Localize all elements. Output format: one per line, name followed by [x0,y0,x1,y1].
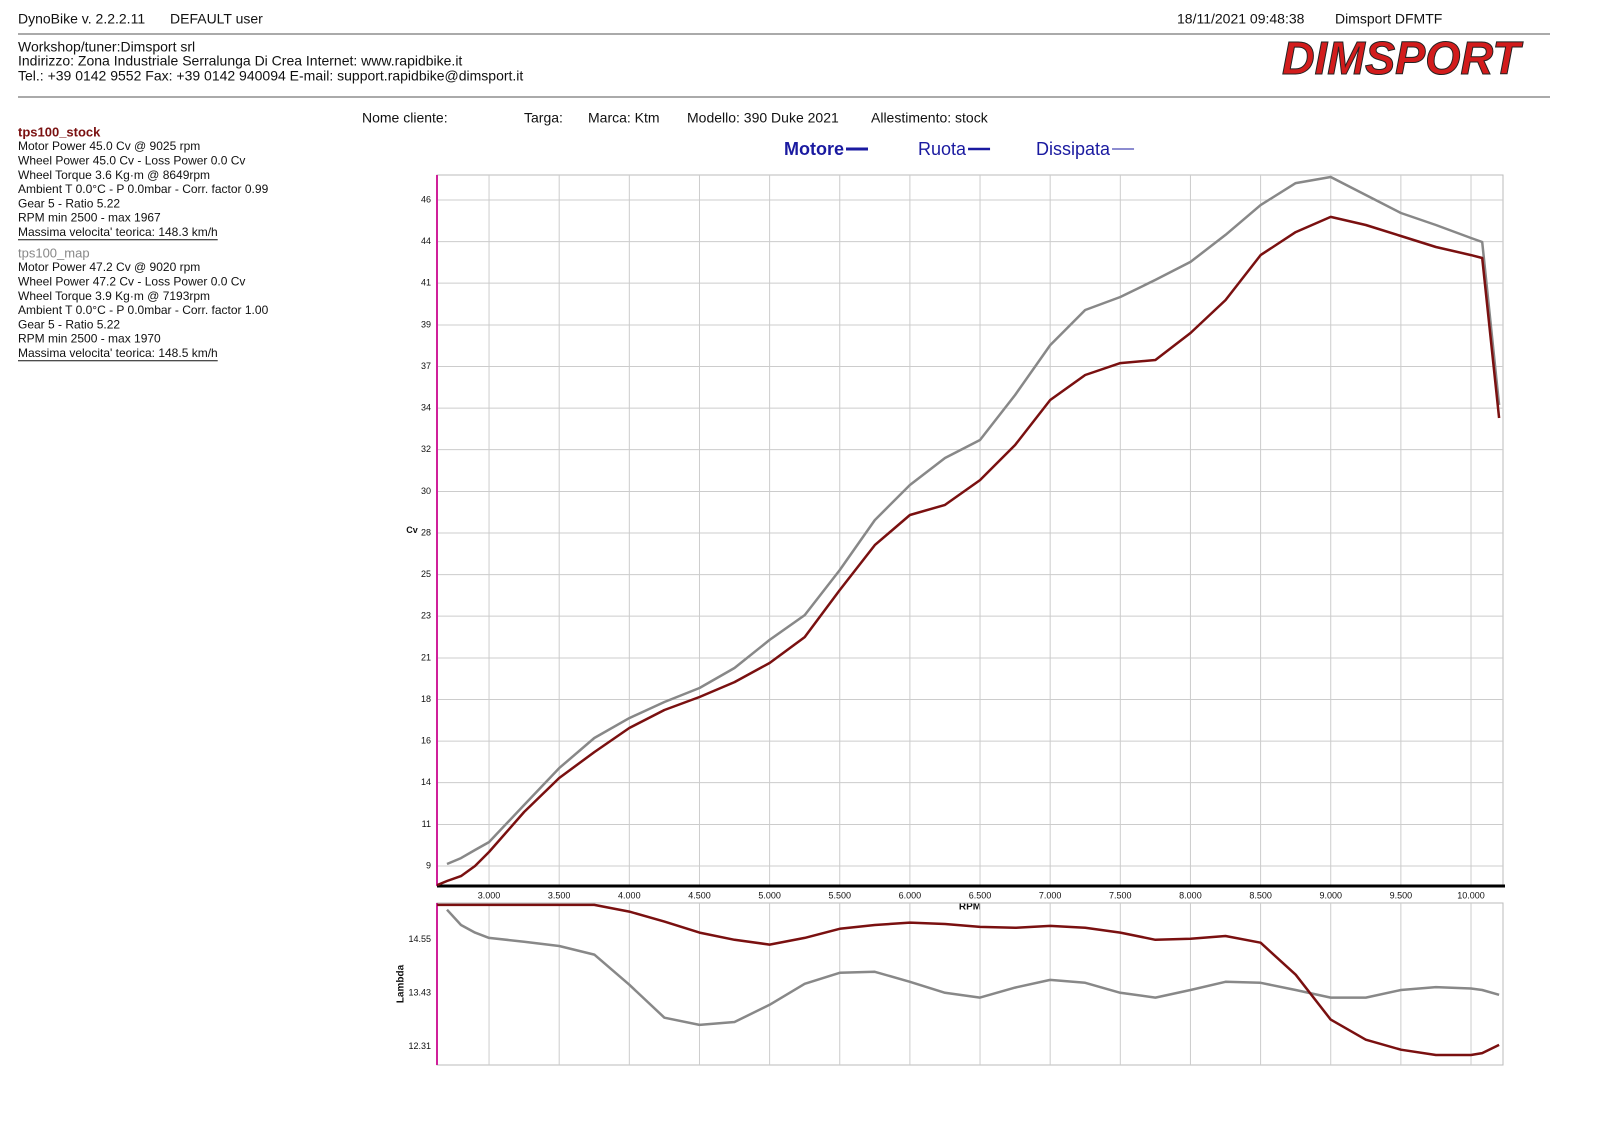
user: DEFAULT user [170,11,263,27]
y-tick-label: 14.55 [408,934,431,944]
y-tick-label: 34 [421,402,431,412]
series-line [446,908,1500,1027]
run-line: Gear 5 - Ratio 5.22 [18,196,120,210]
run-line: Ambient T 0.0°C - P 0.0mbar - Corr. fact… [18,182,269,196]
y-tick-label: 9 [426,860,431,870]
workshop-line: Indirizzo: Zona Industriale Serralunga D… [18,53,462,69]
run-name: tps100_stock [18,124,101,139]
y-tick-label: 46 [421,194,431,204]
vehicle-field: Nome cliente: [362,110,448,126]
y-axis-label: Lambda [396,964,407,1003]
run-name: tps100_map [18,245,90,260]
legend-label: Dissipata [1036,139,1111,159]
run-line: Motor Power 47.2 Cv @ 9020 rpm [18,260,200,274]
x-tick-label: 7.000 [1039,890,1062,900]
x-tick-label: 3.000 [478,890,501,900]
x-axis-label: RPM [959,902,981,913]
workshop-line: Workshop/tuner:Dimsport srl [18,39,195,55]
x-tick-label: 10.000 [1457,890,1485,900]
x-tick-label: 7.500 [1109,890,1132,900]
series-line [436,215,1501,887]
run-line: RPM min 2500 - max 1970 [18,332,161,346]
y-tick-label: 32 [421,444,431,454]
logo: DIMSPORT [1282,32,1524,84]
x-tick-label: 8.000 [1179,890,1202,900]
legend-label: Ruota [918,139,967,159]
y-tick-label: 41 [421,278,431,288]
y-tick-label: 11 [422,819,431,829]
x-tick-label: 6.500 [969,890,992,900]
x-tick-label: 4.500 [688,890,711,900]
datetime: 18/11/2021 09:48:38 [1177,11,1305,27]
workshop-line: Tel.: +39 0142 9552 Fax: +39 0142 940094… [18,68,523,84]
y-tick-label: 25 [421,569,431,579]
series-line [446,175,1501,866]
y-tick-label: 14 [421,777,431,787]
run-line: Wheel Torque 3.6 Kg·m @ 8649rpm [18,168,210,182]
x-tick-label: 5.000 [758,890,781,900]
run-speed: Massima velocita' teorica: 148.3 km/h [18,225,218,239]
x-tick-label: 9.500 [1390,890,1413,900]
y-tick-label: 21 [421,652,431,662]
run-speed: Massima velocita' teorica: 148.5 km/h [18,346,218,360]
vehicle-field: Modello: 390 Duke 2021 [687,110,839,126]
run-line: RPM min 2500 - max 1967 [18,211,161,225]
x-tick-label: 9.000 [1319,890,1342,900]
vehicle-field: Targa: [524,110,563,126]
run-line: Wheel Power 47.2 Cv - Loss Power 0.0 Cv [18,274,245,288]
x-tick-label: 3.500 [548,890,571,900]
legend-label: Motore [784,139,844,159]
vehicle-field: Allestimento: stock [871,110,989,126]
vehicle-field: Marca: Ktm [588,110,660,126]
y-tick-label: 16 [421,735,431,745]
series-line [437,903,1500,1057]
device: Dimsport DFMTF [1335,11,1442,27]
x-tick-label: 6.000 [899,890,922,900]
run-line: Gear 5 - Ratio 5.22 [18,317,120,331]
run-line: Wheel Power 45.0 Cv - Loss Power 0.0 Cv [18,153,245,167]
y-tick-label: 37 [421,361,431,371]
run-line: Wheel Torque 3.9 Kg·m @ 7193rpm [18,289,210,303]
x-tick-label: 8.500 [1249,890,1272,900]
x-tick-label: 5.500 [828,890,851,900]
y-axis-label: Cv [406,525,418,535]
y-tick-label: 18 [421,694,431,704]
x-tick-label: 4.000 [618,890,641,900]
y-tick-label: 28 [421,527,431,537]
y-tick-label: 30 [421,486,431,496]
run-line: Ambient T 0.0°C - P 0.0mbar - Corr. fact… [18,303,269,317]
run-line: Motor Power 45.0 Cv @ 9025 rpm [18,139,200,153]
plot-area [436,174,1504,887]
y-tick-label: 12.31 [408,1041,431,1051]
y-tick-label: 44 [421,236,431,246]
y-tick-label: 13.43 [408,988,431,998]
y-tick-label: 23 [421,611,431,621]
app-version: DynoBike v. 2.2.2.11 [18,11,145,27]
y-tick-label: 39 [421,319,431,329]
